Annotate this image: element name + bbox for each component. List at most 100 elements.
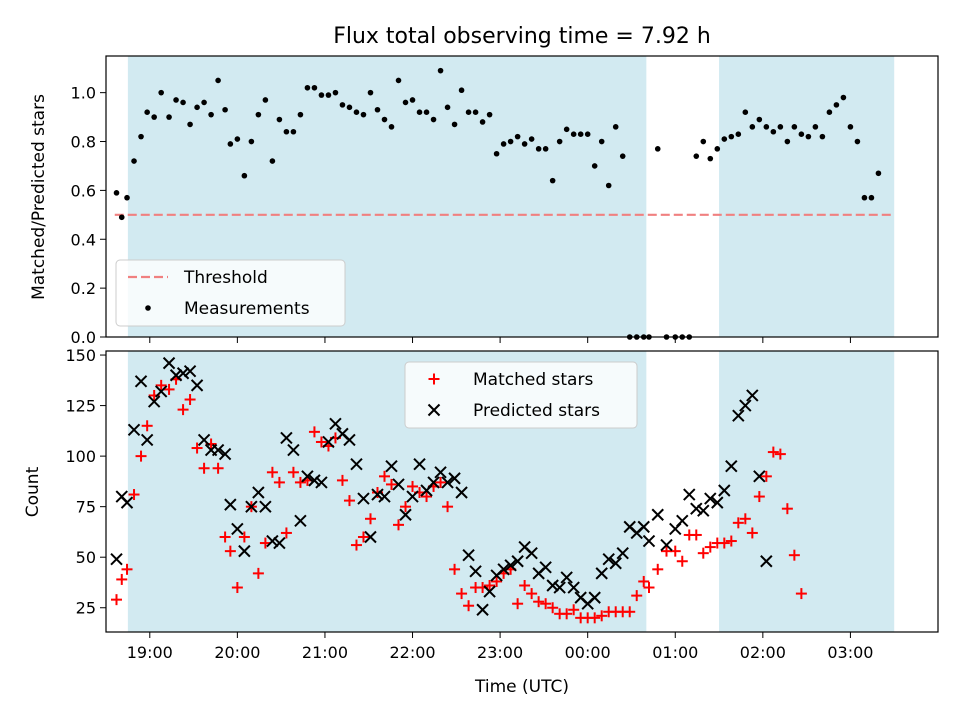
- predicted-star-point-b: [574, 591, 587, 604]
- matched-star-point: [212, 462, 224, 474]
- predicted-star-point-b: [690, 502, 703, 515]
- x-tick-label: 01:00: [652, 643, 698, 662]
- top-y-axis-label: Matched/Predicted stars: [29, 94, 49, 300]
- predicted-star-point: [183, 365, 197, 378]
- measurement-point: [591, 163, 598, 169]
- predicted-star-point-b: [497, 563, 510, 576]
- predicted-star-point: [238, 544, 251, 558]
- matched-star-point: [273, 476, 285, 488]
- matched-star-point: [287, 466, 299, 478]
- predicted-star-point-b: [637, 520, 650, 534]
- predicted-star-point: [660, 538, 673, 552]
- predicted-star-point-b: [739, 399, 752, 412]
- predicted-star-point: [609, 557, 622, 570]
- predicted-star-point-b: [732, 409, 745, 422]
- measurement-point: [791, 124, 798, 130]
- bottom-panel: 25 50 75 100 125 150 19:00 20:00 21:00 22:00 23:00…: [65, 346, 939, 662]
- predicted-star-point: [525, 546, 538, 560]
- measurement-point: [255, 111, 262, 118]
- predicted-star-point-b: [162, 356, 176, 370]
- measurement-point: [749, 124, 756, 130]
- top-y-tick-label: 0.2: [71, 279, 96, 298]
- measurement-point: [605, 182, 612, 189]
- measurement-point: [556, 138, 563, 145]
- predicted-star-point: [140, 433, 154, 447]
- measurement-point: [374, 106, 381, 113]
- measurement-point: [222, 106, 228, 113]
- predicted-star-point: [322, 435, 335, 449]
- predicted-star-point: [385, 460, 398, 473]
- measurement-point: [514, 133, 521, 140]
- predicted-star-point-b: [683, 488, 696, 501]
- predicted-star-point: [637, 520, 650, 534]
- top-legend: Threshold Measurements: [115, 259, 346, 327]
- bottom-y-tick-label: 100: [65, 447, 96, 466]
- matched-star-point: [442, 501, 454, 513]
- matched-star-point: [638, 575, 650, 587]
- predicted-star-point: [350, 458, 363, 471]
- measurement-point: [812, 124, 819, 130]
- top-panel: 0.0 0.2 0.4 0.6 0.8 1.0 Threshold Measurements: [71, 55, 939, 347]
- predicted-legend-label: Predicted stars: [473, 401, 600, 421]
- predicted-star-point-b: [224, 498, 237, 511]
- predicted-star-point: [273, 536, 286, 550]
- predicted-star-point-b: [343, 433, 356, 447]
- predicted-star-point: [539, 561, 552, 574]
- predicted-star-point-b: [595, 567, 608, 580]
- measurement-point: [367, 89, 374, 96]
- predicted-star-point-b: [704, 492, 717, 505]
- predicted-star-point: [197, 433, 211, 447]
- matched-star-point: [718, 537, 730, 549]
- matched-star-point: [652, 563, 664, 575]
- predicted-star-point-b: [371, 488, 384, 501]
- predicted-star-point: [392, 478, 405, 491]
- predicted-star-point-b: [259, 500, 272, 513]
- x-tick-label: 23:00: [477, 643, 523, 662]
- predicted-star-point-b: [110, 553, 123, 566]
- predicted-star-point-b: [441, 476, 454, 489]
- predicted-star-point: [399, 508, 412, 521]
- predicted-star-point: [616, 546, 629, 560]
- predicted-star-point: [162, 356, 176, 370]
- measurement-point: [756, 116, 763, 123]
- matched-star-point: [788, 549, 800, 561]
- predicted-star-point-b: [115, 490, 128, 503]
- bottom-y-tick-label: 125: [65, 397, 96, 416]
- predicted-star-point: [176, 367, 190, 380]
- top-y-tick-label: 0.8: [71, 133, 96, 152]
- matched-star-point: [704, 541, 716, 553]
- predicted-star-point-b: [134, 375, 148, 388]
- measurement-point: [311, 84, 318, 91]
- predicted-star-point-b: [211, 443, 225, 457]
- measurement-point: [346, 104, 353, 111]
- predicted-star-point-b: [609, 557, 622, 570]
- matched-star-point: [393, 519, 405, 531]
- predicted-star-point-b: [623, 520, 636, 534]
- predicted-legend-swatch: [427, 403, 441, 417]
- predicted-star-point-b: [218, 447, 232, 461]
- measurement-point: [563, 126, 570, 133]
- predicted-star-point: [504, 559, 517, 572]
- measurement-point: [208, 111, 214, 118]
- predicted-star-point: [732, 409, 745, 422]
- predicted-star-point: [224, 498, 237, 511]
- x-tick-label: 22:00: [389, 643, 435, 662]
- predicted-star-point: [455, 486, 468, 499]
- predicted-star-point: [546, 579, 559, 592]
- predicted-star-point: [760, 555, 773, 568]
- measurement-point: [826, 109, 833, 115]
- predicted-star-point: [553, 581, 566, 594]
- measurement-point: [339, 102, 346, 108]
- matched-star-point: [561, 608, 573, 620]
- predicted-star-point-b: [469, 565, 482, 578]
- predicted-star-point-b: [588, 591, 601, 604]
- matched-star-point: [676, 555, 688, 567]
- measurement-point: [451, 121, 458, 128]
- predicted-star-point-b: [392, 478, 405, 491]
- predicted-star-point: [252, 486, 265, 499]
- measurement-point: [166, 114, 172, 120]
- measurement-point: [693, 153, 700, 159]
- predicted-star-point-b: [140, 433, 154, 447]
- predicted-star-point: [308, 474, 321, 487]
